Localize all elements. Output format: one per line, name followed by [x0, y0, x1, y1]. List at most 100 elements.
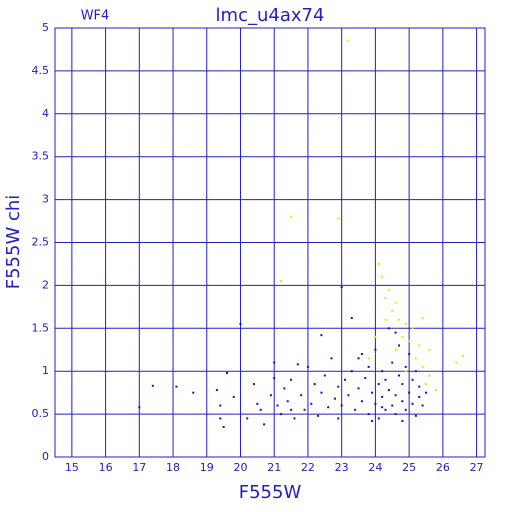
point [391, 361, 394, 364]
point [273, 377, 276, 380]
point [364, 377, 367, 380]
y-tick-label: 5 [42, 21, 49, 34]
point [418, 395, 421, 398]
point [296, 363, 299, 366]
point [215, 389, 218, 392]
x-tick-label: 16 [99, 461, 113, 474]
point [357, 387, 360, 390]
point [421, 404, 424, 407]
point [259, 408, 262, 411]
point [384, 297, 387, 300]
point [239, 323, 242, 326]
point [462, 354, 465, 357]
point [333, 397, 336, 400]
point [340, 404, 343, 407]
point [350, 370, 353, 373]
point [414, 370, 417, 373]
point [330, 357, 333, 360]
point [151, 384, 154, 387]
point [279, 280, 282, 283]
point [411, 402, 414, 405]
point [384, 408, 387, 411]
point [252, 383, 255, 386]
point [360, 400, 363, 403]
point [337, 217, 340, 220]
point [350, 317, 353, 320]
y-tick-label: 4 [42, 107, 49, 120]
point [246, 417, 249, 420]
point [398, 318, 400, 321]
point [435, 389, 438, 392]
point [424, 383, 427, 386]
point [313, 383, 316, 386]
point [428, 348, 431, 351]
point [424, 391, 427, 394]
point [398, 344, 400, 347]
point [394, 348, 397, 351]
point [398, 374, 400, 377]
point [408, 340, 411, 343]
point [222, 425, 225, 428]
point [320, 334, 323, 337]
point [387, 327, 390, 330]
point [408, 391, 411, 394]
point [418, 344, 421, 347]
y-axis-label: F555W chi [3, 195, 24, 290]
point [371, 391, 374, 394]
point [394, 394, 397, 397]
point [317, 414, 320, 417]
point [391, 310, 394, 313]
x-tick-label: 19 [200, 461, 214, 474]
point [384, 378, 387, 381]
point [408, 353, 411, 356]
x-axis-label: F555W [239, 482, 302, 503]
y-tick-label: 0.5 [32, 407, 50, 420]
point [293, 417, 296, 420]
point [347, 39, 350, 42]
point [226, 371, 228, 374]
point [219, 417, 222, 420]
y-tick-label: 3 [42, 193, 49, 206]
point [377, 262, 380, 265]
point [263, 423, 266, 426]
x-tick-label: 20 [233, 461, 247, 474]
point [320, 391, 323, 394]
x-tick-label: 18 [166, 461, 180, 474]
point [401, 419, 404, 422]
point [192, 391, 195, 394]
x-tick-label: 15 [65, 461, 79, 474]
point [337, 385, 340, 388]
x-tick-label: 22 [301, 461, 315, 474]
point [371, 419, 374, 422]
chart-subtitle: WF4 [81, 9, 110, 24]
point [421, 365, 424, 368]
point [290, 215, 293, 218]
point [387, 288, 390, 291]
point [175, 385, 178, 388]
point [354, 408, 357, 411]
point [290, 378, 293, 381]
y-tick-label: 4.5 [32, 64, 50, 77]
point [269, 394, 272, 397]
point [310, 402, 313, 405]
point [401, 335, 404, 338]
point [394, 413, 397, 416]
point [337, 417, 340, 420]
point [404, 365, 407, 368]
point [374, 348, 377, 351]
point [279, 413, 282, 416]
point [374, 402, 377, 405]
point [411, 327, 414, 330]
x-tick-label: 23 [335, 461, 349, 474]
point [381, 406, 384, 409]
point [404, 323, 407, 326]
point [273, 361, 276, 364]
point [374, 335, 377, 338]
y-tick-label: 1 [42, 364, 49, 377]
point [401, 383, 404, 386]
point [219, 404, 222, 407]
point [404, 408, 407, 411]
y-tick-label: 0 [42, 450, 49, 463]
point [394, 331, 397, 334]
